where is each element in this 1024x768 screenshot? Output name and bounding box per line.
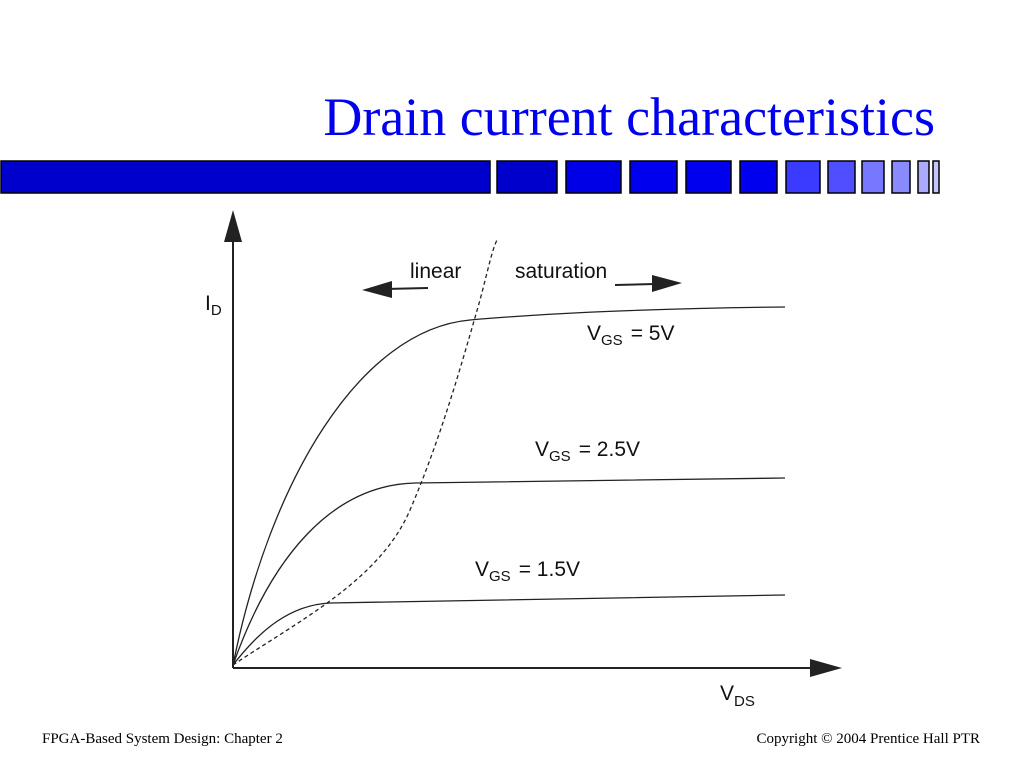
curve-1-5v [232,594,786,666]
curve-label: VGS = 5V [587,322,675,349]
curve-label-part: = 1.5V [519,558,580,581]
curve-2-5v [232,477,786,666]
region-label: linear [410,260,461,283]
curve-label-part: V [535,438,549,461]
region-label: saturation [515,260,607,283]
footer-right: Copyright © 2004 Prentice Hall PTR [757,731,980,747]
footer-left: FPGA-Based System Design: Chapter 2 [42,731,283,747]
axes [224,210,842,677]
x-axis-label: VDS [720,682,755,710]
curve-label: VGS = 2.5V [535,438,640,465]
region-arrows [362,275,682,298]
y-axis-label: ID [205,292,222,319]
curve-label-part: GS [601,332,623,349]
curve-label-part: V [475,558,489,581]
curve-label-part: = 5V [631,322,675,345]
curve-label-part: V [587,322,601,345]
curve-label: VGS = 1.5V [475,558,580,585]
curve-5v [232,306,786,666]
curve-label-part: GS [549,448,571,465]
saturation-boundary [232,239,498,666]
curve-label-part: GS [489,568,511,585]
slide-title: Drain current characteristics [323,87,935,147]
curve-label-part: = 2.5V [579,438,640,461]
decor-bar [0,160,940,194]
